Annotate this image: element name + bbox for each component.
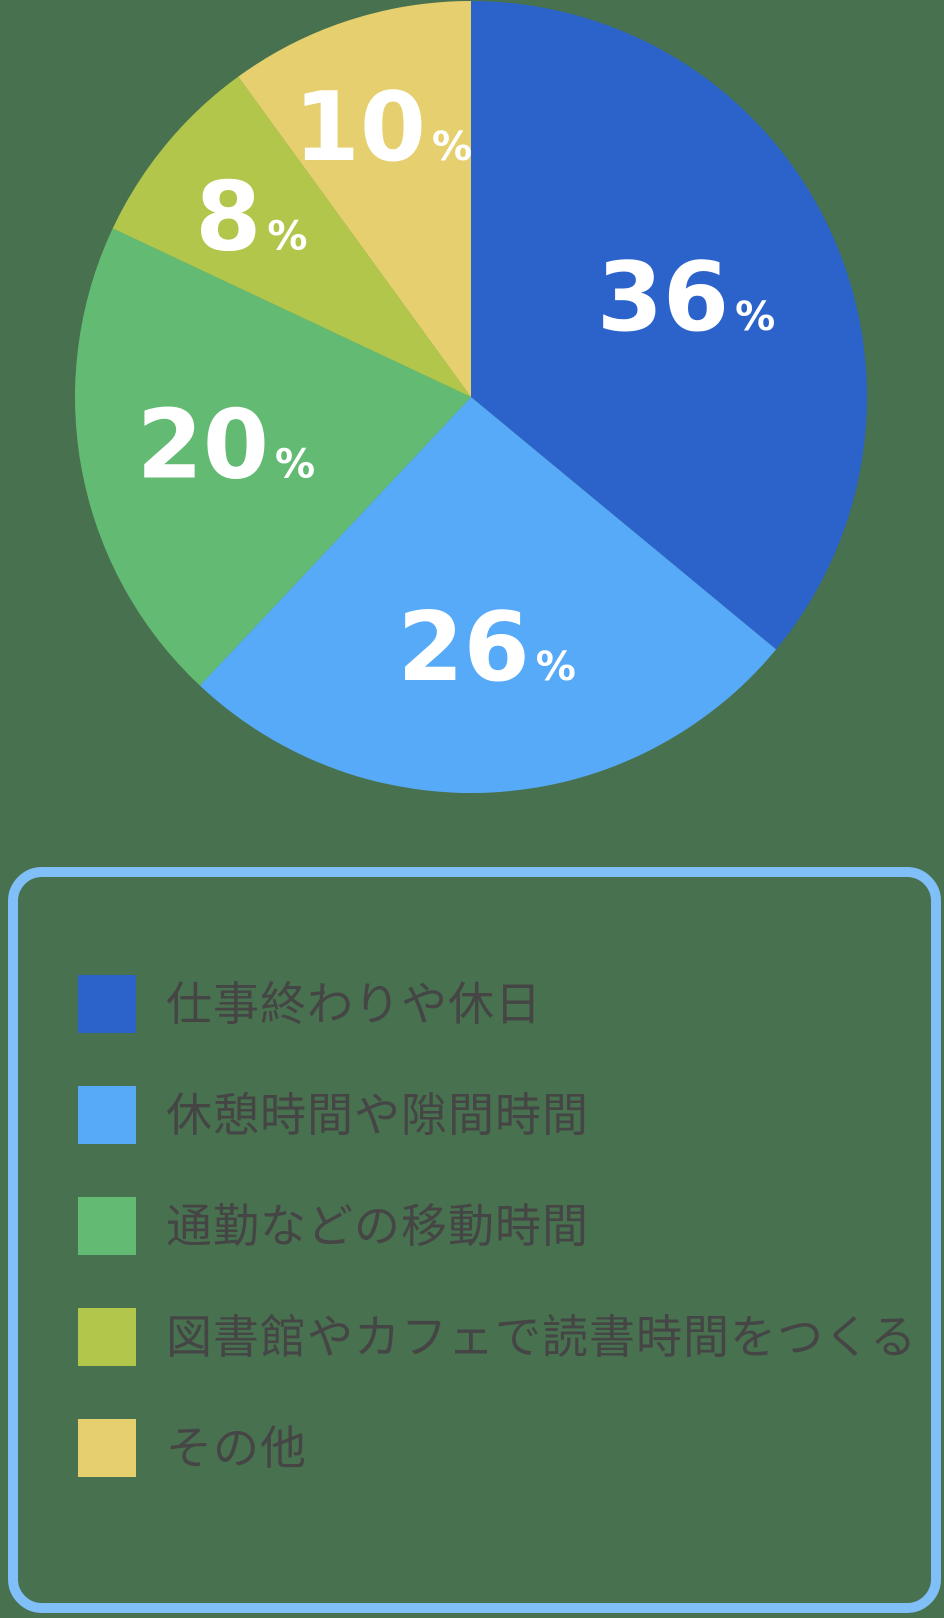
legend-item: 通勤などの移動時間 [78,1197,911,1255]
pie-slice-value-label: 26% [398,593,576,703]
pie-slice-1 [199,397,777,793]
pie-slice-value-label: 20% [137,391,315,501]
legend-swatch [78,975,136,1033]
pie-slice-0 [471,1,867,650]
legend-label: 通勤などの移動時間 [166,1199,589,1253]
legend-swatch [78,1086,136,1144]
pie-chart: 36 % 26 % 20 % 8 %10% [75,1,867,793]
pie-slice-value-label: 10% [294,73,472,183]
legend-swatch [78,1308,136,1366]
legend-label: 仕事終わりや休日 [166,977,542,1031]
legend-swatch [78,1197,136,1255]
legend-label: 休憩時間や隙間時間 [166,1088,589,1142]
pie-chart-container: 36% 26% 20% 8% 10% [75,1,867,793]
legend-label: 図書館やカフェで読書時間をつくる [166,1310,918,1364]
legend-item: 仕事終わりや休日 [78,975,911,1033]
legend-item: 図書館やカフェで読書時間をつくる [78,1308,916,1366]
pie-slice-3 [112,76,471,397]
pie-slice-value-label: 36% [597,243,775,353]
legend-swatch [78,1419,136,1477]
pie-slice-4 [238,1,471,397]
pie-slice-2 [75,228,471,686]
legend-item: その他 [78,1419,911,1477]
pie-slice-value-label: 8% [195,162,307,272]
legend-box: 仕事終わりや休日 休憩時間や隙間時間 通勤などの移動時間図書館やカフェで読書時間をつ… [8,867,941,1613]
legend-item: 休憩時間や隙間時間 [78,1086,911,1144]
legend-label: その他 [166,1421,307,1475]
